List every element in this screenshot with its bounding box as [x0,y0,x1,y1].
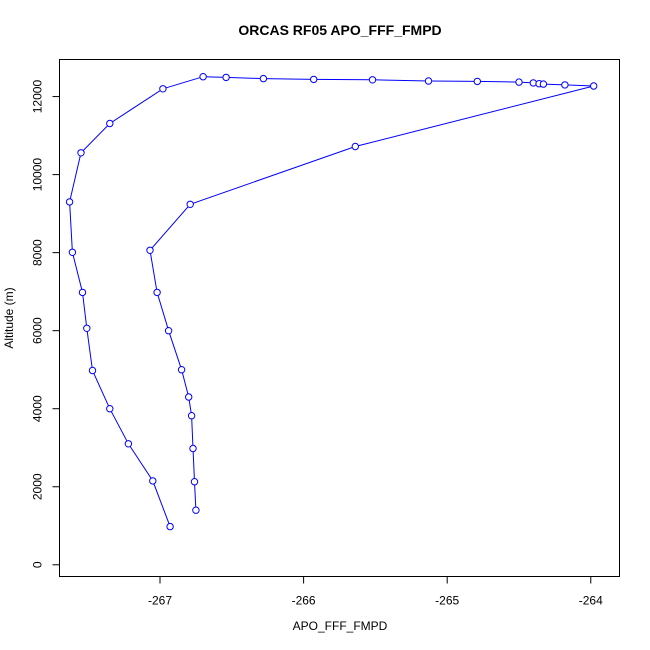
data-point [77,149,85,157]
data-point [186,200,194,209]
plot-area [65,73,598,531]
data-point [153,288,161,297]
chart-title: ORCAS RF05 APO_FFF_FMPD [238,22,441,38]
data-point [124,440,133,448]
data-point [199,73,207,81]
data-point [590,82,598,90]
data-point [146,246,154,255]
data-point [185,393,193,401]
data-point [192,506,200,514]
data-point [106,119,114,128]
y-tick-label: 6000 [31,317,45,344]
data-point [515,78,523,86]
y-tick-label: 10000 [31,158,45,192]
y-tick-label: 0 [31,561,45,568]
data-point [88,366,97,375]
data-point [189,444,197,453]
y-tick-label: 8000 [31,239,45,266]
data-point [424,77,433,85]
data-point [310,75,318,84]
data-point [187,412,196,420]
data-point [351,142,359,151]
data-point [106,405,114,413]
x-tick-label: -267 [148,594,172,608]
data-point [166,522,174,531]
x-tick-label: -264 [579,594,603,608]
data-point [177,366,186,374]
x-axis-label: APO_FFF_FMPD [293,619,388,633]
y-tick-label: 4000 [31,395,45,422]
data-point [65,198,74,206]
data-point [368,76,377,84]
x-tick-label: -265 [435,594,459,608]
data-point [159,85,167,93]
x-axis: -267 -266 -265 -264 [148,576,603,608]
y-axis-label: Altitude (m) [2,287,16,348]
data-point [473,77,481,86]
y-axis: 0 2000 4000 6000 8000 10000 12000 [31,80,60,568]
data-point [259,74,268,83]
data-point [190,478,199,486]
series-line [69,76,594,527]
y-tick-label: 12000 [31,80,45,114]
plot-frame [59,59,620,577]
data-point [83,324,91,332]
y-tick-label: 2000 [31,473,45,500]
data-point [164,327,173,335]
data-point [68,248,77,257]
data-point [78,288,87,297]
data-point [222,73,230,82]
data-point [149,477,157,485]
data-point [539,80,548,88]
data-point [561,81,569,89]
x-tick-label: -266 [292,594,316,608]
